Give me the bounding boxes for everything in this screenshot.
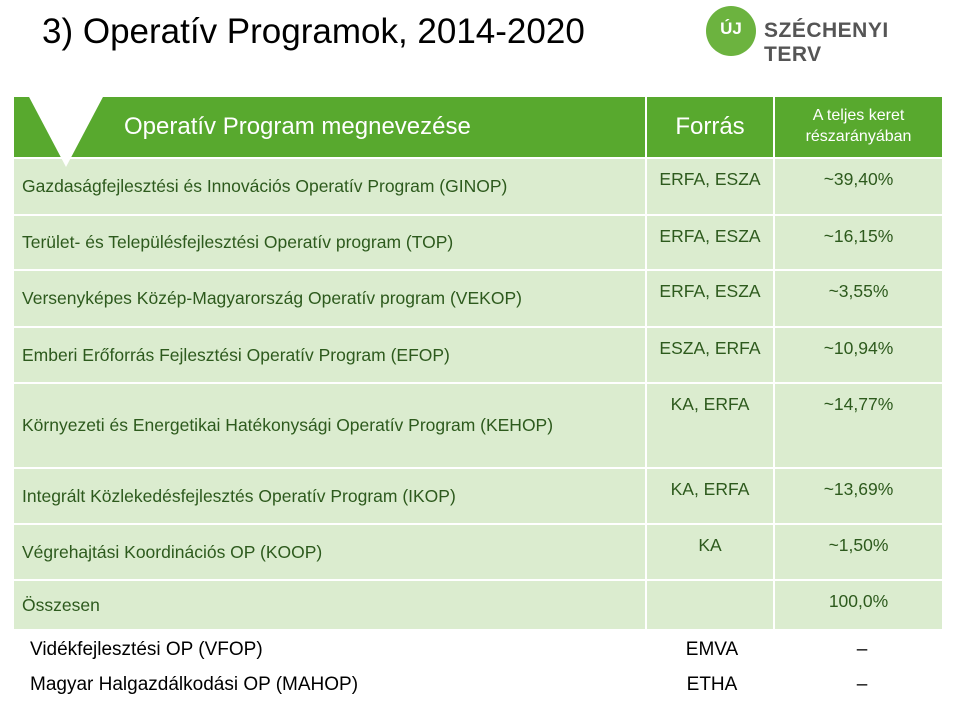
cell-share: – [856,638,868,660]
table-row: Versenyképes Közép-Magyarország Operatív… [12,269,944,328]
table-body: Gazdaságfejlesztési és Innovációs Operat… [12,157,944,631]
logo: ÚJ SZÉCHENYI TERV [706,6,946,66]
total-row: Összesen 100,0% [12,579,944,631]
cell-share: 100,0% [773,579,944,631]
cell-name: Végrehajtási Koordinációs OP (KOOP) [12,523,647,581]
program-table: Operatív Program megnevezése Forrás A te… [12,95,944,631]
cell-name: Terület- és Településfejlesztési Operatí… [12,214,647,271]
logo-badge: ÚJ [706,6,756,56]
cell-share: ~10,94% [773,326,944,384]
cell-name: Vidékfejlesztési OP (VFOP) [30,638,263,660]
table-row: Végrehajtási Koordinációs OP (KOOP) KA ~1,… [12,523,944,581]
cell-name: Emberi Erőforrás Fejlesztési Operatív Pr… [12,326,647,384]
cell-source: KA [645,523,775,581]
cell-source: ERFA, ESZA [645,157,775,216]
cell-share: ~13,69% [773,467,944,525]
table-row: Integrált Közlekedésfejlesztés Operatív … [12,467,944,525]
cell-share: ~39,40% [773,157,944,216]
header-cell: Forrás [645,95,775,159]
cell-name: Gazdaságfejlesztési és Innovációs Operat… [12,157,647,216]
cell-name: Versenyképes Közép-Magyarország Operatív… [12,269,647,328]
cell-source [645,579,775,631]
extra-row: Vidékfejlesztési OP (VFOP) EMVA – [22,632,922,667]
cell-source: KA, ERFA [645,467,775,525]
cell-source: ESZA, ERFA [645,326,775,384]
header-cell: A teljes keret részarányában [773,95,944,159]
table-row: Gazdaságfejlesztési és Innovációs Operat… [12,157,944,216]
cell-name: Magyar Halgazdálkodási OP (MAHOP) [30,673,359,695]
logo-text: SZÉCHENYI TERV [764,19,889,66]
cell-share: ~16,15% [773,214,944,271]
table-row: Környezeti és Energetikai Hatékonysági O… [12,382,944,469]
cell-name: Környezeti és Energetikai Hatékonysági O… [12,382,647,469]
extra-row: Magyar Halgazdálkodási OP (MAHOP) ETHA – [22,667,922,702]
cell-name: Összesen [12,579,647,631]
cell-share: ~3,55% [773,269,944,328]
cell-name: Integrált Közlekedésfejlesztés Operatív … [12,467,647,525]
slide-title: 3) Operatív Programok, 2014-2020 [42,12,585,51]
cell-source: EMVA [685,638,739,660]
header-row: Operatív Program megnevezése Forrás A te… [12,95,944,159]
header-cell: Operatív Program megnevezése [12,95,647,159]
cell-share: ~14,77% [773,382,944,469]
cell-share: ~1,50% [773,523,944,581]
table-row: Terület- és Településfejlesztési Operatí… [12,214,944,271]
cell-source: ETHA [686,673,738,695]
cell-share: – [856,673,868,695]
cell-source: ERFA, ESZA [645,269,775,328]
cell-source: KA, ERFA [645,382,775,469]
extra-table: Vidékfejlesztési OP (VFOP) EMVA – Magyar Ha… [22,632,922,702]
cell-source: ERFA, ESZA [645,214,775,271]
flag-polygon [28,95,104,167]
flag-shape [28,95,104,167]
table-row: Emberi Erőforrás Fejlesztési Operatív Pr… [12,326,944,384]
extra-body: Vidékfejlesztési OP (VFOP) EMVA – Magyar Ha… [22,632,922,702]
